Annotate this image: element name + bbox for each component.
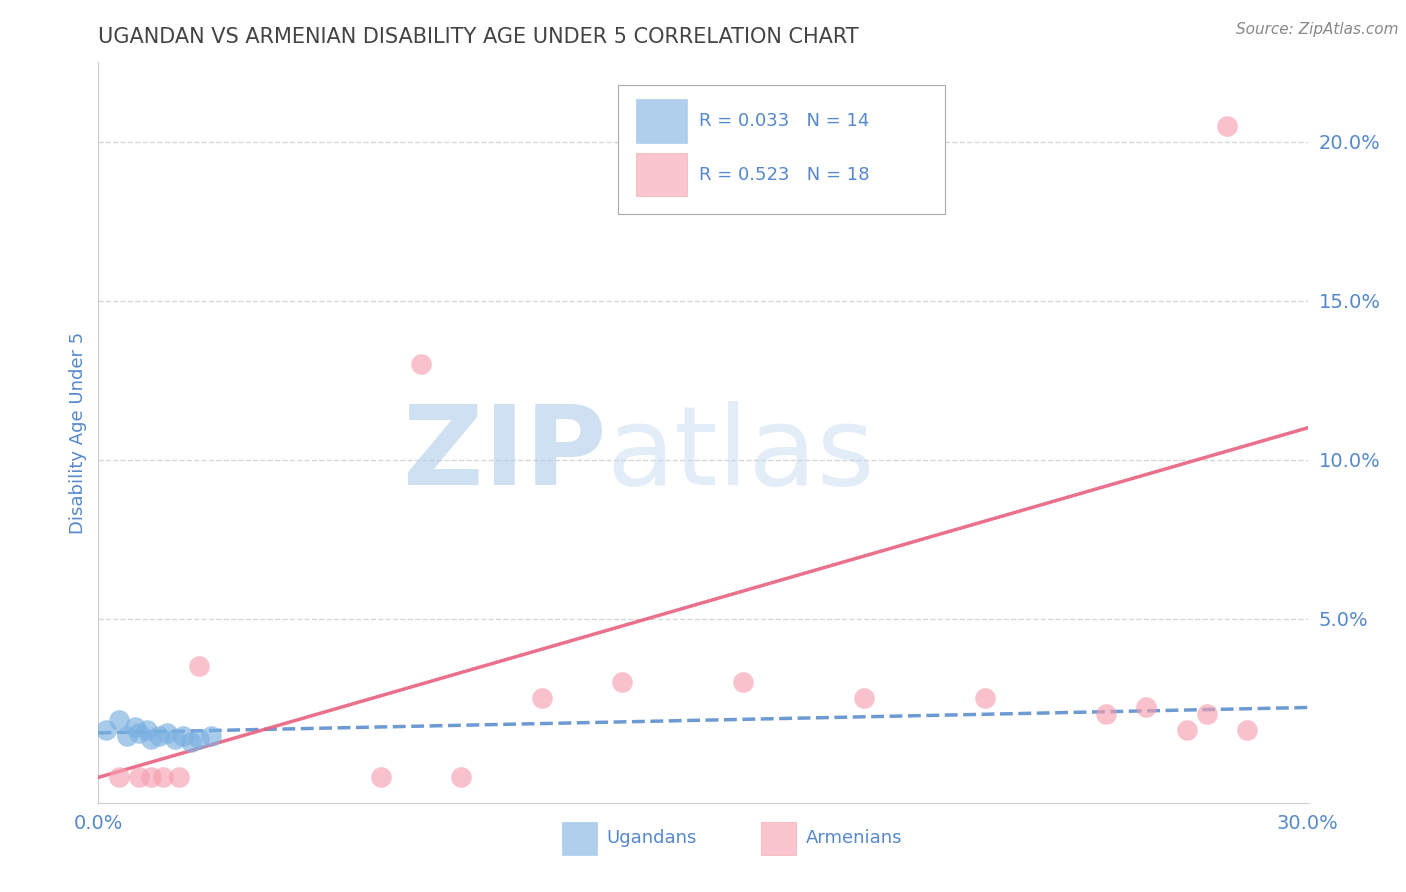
Point — [139, 732, 162, 747]
Point — [156, 726, 179, 740]
Point — [128, 771, 150, 785]
Point — [450, 771, 472, 785]
Point — [124, 720, 146, 734]
Point — [974, 690, 997, 705]
Point — [1195, 706, 1218, 721]
Point — [188, 659, 211, 673]
Point — [188, 732, 211, 747]
Point — [152, 771, 174, 785]
Text: R = 0.523   N = 18: R = 0.523 N = 18 — [699, 166, 870, 184]
FancyBboxPatch shape — [761, 822, 796, 855]
Point — [370, 771, 392, 785]
Point — [148, 729, 170, 743]
Point — [1236, 723, 1258, 737]
Point — [96, 723, 118, 737]
Point — [200, 729, 222, 743]
FancyBboxPatch shape — [619, 85, 945, 214]
Point — [180, 735, 202, 749]
Point — [128, 726, 150, 740]
Point — [107, 771, 129, 785]
Point — [107, 713, 129, 727]
Point — [612, 675, 634, 690]
FancyBboxPatch shape — [637, 99, 688, 143]
Y-axis label: Disability Age Under 5: Disability Age Under 5 — [69, 332, 87, 533]
Point — [1095, 706, 1118, 721]
FancyBboxPatch shape — [561, 822, 596, 855]
Point — [139, 771, 162, 785]
Point — [733, 675, 755, 690]
Text: Ugandans: Ugandans — [606, 830, 696, 847]
Point — [163, 732, 186, 747]
Point — [1175, 723, 1198, 737]
Point — [1216, 119, 1239, 133]
Text: UGANDAN VS ARMENIAN DISABILITY AGE UNDER 5 CORRELATION CHART: UGANDAN VS ARMENIAN DISABILITY AGE UNDER… — [98, 27, 859, 47]
Point — [853, 690, 876, 705]
Text: ZIP: ZIP — [404, 401, 606, 508]
Point — [409, 357, 432, 371]
Text: Source: ZipAtlas.com: Source: ZipAtlas.com — [1236, 22, 1399, 37]
Point — [1135, 700, 1157, 714]
Point — [530, 690, 553, 705]
FancyBboxPatch shape — [637, 153, 688, 196]
Text: Armenians: Armenians — [806, 830, 903, 847]
Text: R = 0.033   N = 14: R = 0.033 N = 14 — [699, 112, 870, 130]
Point — [135, 723, 157, 737]
Point — [172, 729, 194, 743]
Point — [167, 771, 190, 785]
Point — [115, 729, 138, 743]
Text: atlas: atlas — [606, 401, 875, 508]
